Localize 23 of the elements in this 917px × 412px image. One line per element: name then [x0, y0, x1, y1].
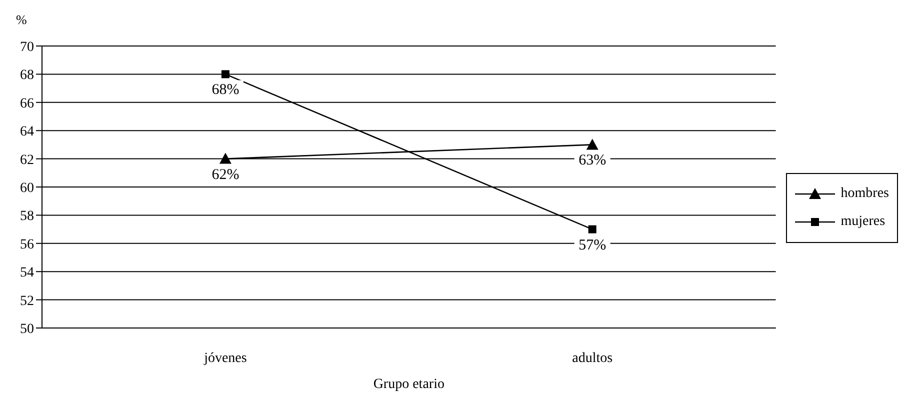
y-tick-label: 70: [20, 40, 34, 55]
y-tick-label: 50: [20, 322, 34, 337]
x-tick-label: adultos: [572, 350, 613, 366]
legend-label: hombres: [840, 186, 889, 202]
y-tick-label: 60: [20, 180, 34, 196]
point: [588, 225, 596, 234]
data-label: 57%: [578, 237, 606, 254]
data-label: 63%: [578, 152, 606, 169]
y-tick-label: 64: [20, 124, 34, 140]
y-tick-label: 52: [20, 294, 34, 309]
x-tick-label: jóvenes: [203, 350, 247, 366]
legend-label: mujeres: [840, 214, 886, 230]
point: [221, 70, 230, 78]
y-tick-label: 68: [20, 68, 34, 84]
y-tick-label: 54: [20, 266, 34, 281]
y-axis-title: %: [16, 12, 27, 28]
data-label: 68%: [212, 82, 240, 98]
y-tick-label: 66: [20, 96, 34, 112]
y-tick-label: 62: [20, 152, 34, 168]
y-tick-label: 56: [20, 237, 34, 252]
y-tick-label: 58: [20, 209, 34, 224]
data-label: 62%: [212, 166, 240, 183]
x-axis-title: Grupo etario: [373, 377, 444, 392]
